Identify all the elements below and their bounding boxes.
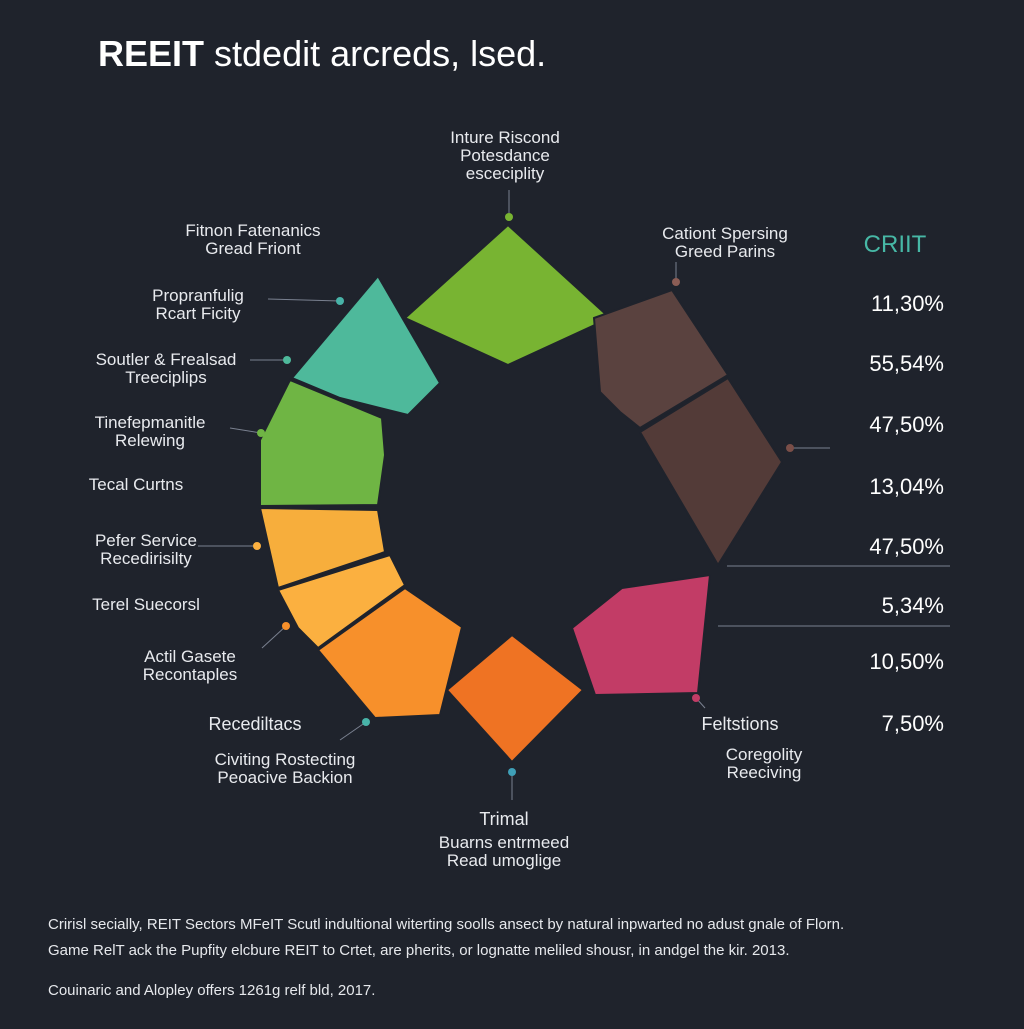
leader-line: [267, 298, 341, 302]
footnote-1: Cririsl secially, REIT Sectors MFeIT Scu…: [48, 916, 845, 933]
segment-label: Actil Gasete Recontaples: [143, 647, 238, 684]
label-line: Recediltacs: [208, 714, 301, 734]
label-line: Propranfulig: [152, 286, 244, 305]
legend-value: 11,30%: [871, 291, 944, 316]
leader-lines: [198, 190, 950, 800]
label-line: Rcart Ficity: [156, 304, 242, 323]
segment-label: Tinefepmanitle Relewing: [95, 413, 206, 450]
label-line: Feltstions: [701, 714, 778, 734]
leader-dot: [257, 429, 265, 437]
side-label: Coregolity Reeciving: [726, 745, 803, 782]
label-line: Tinefepmanitle: [95, 413, 206, 432]
label-line: Coregolity: [726, 745, 803, 764]
leader-dot: [508, 768, 516, 776]
leader-dot: [786, 444, 794, 452]
segment-label: Trimal: [479, 809, 528, 829]
leader-dot: [253, 542, 261, 550]
leader-line: [339, 721, 367, 741]
label-line: Pefer Service: [95, 531, 197, 550]
label-line: Inture Riscond: [450, 128, 560, 147]
pie-segment: [276, 553, 407, 650]
label-line: Fitnon Fatenanics: [185, 221, 320, 240]
segment-label: Pefer Service Recedirisilty: [95, 531, 197, 568]
legend-value: 47,50%: [869, 534, 944, 559]
side-label: Propranfulig Rcart Ficity: [152, 286, 244, 323]
label-line: Buarns entrmeed: [439, 833, 569, 852]
leader-dot: [692, 694, 700, 702]
pie-segment: [592, 288, 730, 430]
legend-value: 10,50%: [869, 649, 944, 674]
segment-label: Inture Riscond Potesdance esceciplity: [450, 128, 560, 183]
label-line: Read umoglige: [447, 851, 561, 870]
pie-segment: [445, 633, 585, 764]
chart-title-bold: REEIT: [98, 33, 204, 74]
legend-value: 7,50%: [882, 711, 944, 736]
side-label: Terel Suecorsl: [92, 595, 200, 614]
pie-segment: [258, 506, 387, 590]
label-line: Recontaples: [143, 665, 238, 684]
segment-label: Soutler & Frealsad Treeciplips: [96, 350, 237, 387]
pie-segment: [638, 376, 784, 567]
leader-dot: [362, 718, 370, 726]
chart-title-rest: stdedit arcreds, lsed.: [204, 33, 546, 74]
label-line: esceciplity: [466, 164, 545, 183]
pie-segment: [403, 223, 612, 367]
pie-segment: [316, 586, 464, 720]
segment-label: Cationt Spersing Greed Parins: [662, 224, 788, 261]
label-line: Greed Parins: [675, 242, 775, 261]
label-line: Relewing: [115, 431, 185, 450]
legend-title: CRIIT: [864, 231, 927, 258]
label-line: Peoacive Backion: [217, 768, 352, 787]
pie-segments: [258, 223, 784, 764]
label-line: Cationt Spersing: [662, 224, 788, 243]
leader-dot: [282, 622, 290, 630]
leader-dot: [336, 297, 344, 305]
footnote-2: Game RelT ack the Pupfity elcbure REIT t…: [48, 942, 790, 959]
label-line: Potesdance: [460, 146, 550, 165]
leader-dot: [283, 356, 291, 364]
pie-segment: [259, 378, 387, 508]
label-line: Recedirisilty: [100, 549, 192, 568]
chart-title: REEIT stdedit arcreds, lsed.: [98, 33, 546, 74]
side-label: Fitnon Fatenanics Gread Friont: [185, 221, 320, 258]
legend-value: 13,04%: [869, 474, 944, 499]
label-line: Soutler & Frealsad: [96, 350, 237, 369]
side-label: Civiting Rostecting Peoacive Backion: [215, 750, 356, 787]
segment-labels: Inture Riscond Potesdance esceciplity Catio…: [89, 128, 803, 870]
leader-line: [261, 625, 287, 649]
leader-line: [229, 427, 262, 434]
label-line: Treeciplips: [125, 368, 207, 387]
legend: CRIIT 11,30% 55,54% 47,50% 13,04% 47,50% 5,34%…: [864, 231, 944, 736]
pie-segment: [570, 573, 712, 697]
legend-value: 47,50%: [869, 412, 944, 437]
label-line: Gread Friont: [205, 239, 301, 258]
segment-label: Recediltacs: [208, 714, 301, 734]
label-line: Terel Suecorsl: [92, 595, 200, 614]
pie-segment: [290, 274, 442, 417]
label-line: Tecal Curtns: [89, 475, 183, 494]
leader-dot: [672, 278, 680, 286]
label-line: Civiting Rostecting: [215, 750, 356, 769]
label-line: Trimal: [479, 809, 528, 829]
side-label: Tecal Curtns: [89, 475, 183, 494]
side-label: Buarns entrmeed Read umoglige: [439, 833, 569, 870]
footnote-3: Couinaric and Alopley offers 1261g relf …: [48, 982, 376, 999]
segment-label: Feltstions: [701, 714, 778, 734]
label-line: Actil Gasete: [144, 647, 236, 666]
label-line: Reeciving: [727, 763, 802, 782]
legend-value: 55,54%: [869, 351, 944, 376]
leader-dot: [505, 213, 513, 221]
legend-value: 5,34%: [882, 593, 944, 618]
